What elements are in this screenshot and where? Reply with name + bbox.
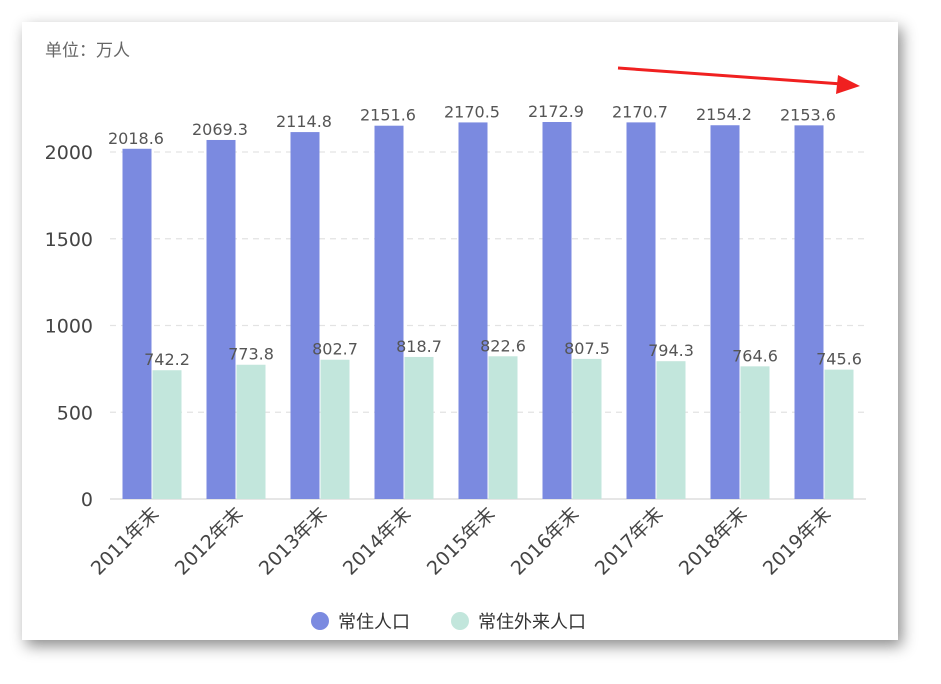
- data-label: 2018.6: [108, 129, 164, 148]
- x-tick-label: 2013年末: [255, 503, 332, 580]
- legend-item[interactable]: 常住人口: [311, 612, 410, 633]
- y-tick-label: 2000: [45, 142, 93, 164]
- data-label: 2151.6: [360, 106, 416, 125]
- legend-swatch: [451, 612, 469, 630]
- data-label: 818.7: [396, 337, 442, 356]
- bar-migrant[interactable]: [488, 356, 518, 499]
- data-label: 2114.8: [276, 112, 332, 131]
- bar-migrant[interactable]: [404, 356, 434, 499]
- legend-swatch: [311, 612, 329, 630]
- data-label: 745.6: [816, 350, 862, 369]
- x-tick-label: 2011年末: [87, 503, 164, 580]
- bar-resident[interactable]: [122, 148, 152, 500]
- x-tick-label: 2014年末: [339, 503, 416, 580]
- y-tick-label: 500: [57, 402, 93, 424]
- data-label: 794.3: [648, 341, 694, 360]
- x-tick-label: 2018年末: [675, 503, 752, 580]
- data-label: 2069.3: [192, 120, 248, 139]
- bar-migrant[interactable]: [320, 359, 350, 499]
- data-label: 2154.2: [696, 105, 752, 124]
- bar-migrant[interactable]: [572, 358, 602, 499]
- legend-label: 常住外来人口: [478, 612, 586, 633]
- y-tick-label: 0: [81, 489, 93, 511]
- legend[interactable]: 常住人口 常住外来人口: [311, 612, 586, 633]
- x-tick-label: 2016年末: [507, 503, 584, 580]
- bar-migrant[interactable]: [152, 370, 182, 499]
- bar-resident[interactable]: [710, 125, 740, 499]
- bar-migrant[interactable]: [740, 366, 770, 499]
- y-axis-ticks: 0 500 1000 1500 2000: [45, 142, 93, 511]
- red-arrow-annotation: [617, 66, 860, 94]
- data-label: 764.6: [732, 346, 778, 365]
- bar-migrant[interactable]: [824, 369, 854, 499]
- legend-label: 常住人口: [338, 612, 410, 633]
- data-label: 2153.6: [780, 105, 836, 124]
- bar-resident[interactable]: [794, 125, 824, 499]
- bar-migrant[interactable]: [236, 364, 266, 499]
- bar-resident[interactable]: [626, 122, 656, 500]
- bar-resident[interactable]: [374, 125, 404, 500]
- legend-item[interactable]: 常住外来人口: [451, 612, 586, 633]
- grid-lines: [110, 151, 866, 413]
- data-label: 2172.9: [528, 102, 584, 121]
- x-tick-label: 2012年末: [171, 503, 248, 580]
- data-label: 2170.5: [444, 102, 500, 121]
- bar-migrant[interactable]: [656, 361, 686, 499]
- y-tick-label: 1000: [45, 316, 93, 338]
- data-label: 822.6: [480, 336, 526, 355]
- bars: [122, 122, 854, 500]
- data-label: 742.2: [144, 350, 190, 369]
- x-axis-ticks: 2011年末 2012年末 2013年末 2014年末 2015年末 2016年末 2017…: [87, 503, 836, 580]
- x-tick-label: 2015年末: [423, 503, 500, 580]
- data-label: 773.8: [228, 345, 274, 364]
- data-labels: 2018.6 742.2 2069.3 773.8 2114.8 802.7 2151.6 8…: [108, 102, 862, 369]
- x-tick-label: 2017年末: [591, 503, 668, 580]
- data-label: 2170.7: [612, 102, 668, 121]
- x-tick-label: 2019年末: [759, 503, 836, 580]
- bar-resident[interactable]: [542, 122, 572, 500]
- data-label: 802.7: [312, 340, 358, 359]
- unit-label: 单位：万人: [45, 41, 130, 61]
- bar-resident[interactable]: [290, 132, 320, 499]
- bar-resident[interactable]: [206, 139, 236, 500]
- arrow-head: [836, 75, 860, 94]
- bar-resident[interactable]: [458, 122, 488, 500]
- arrow-shaft: [617, 66, 843, 86]
- y-tick-label: 1500: [45, 229, 93, 251]
- data-label: 807.5: [564, 339, 610, 358]
